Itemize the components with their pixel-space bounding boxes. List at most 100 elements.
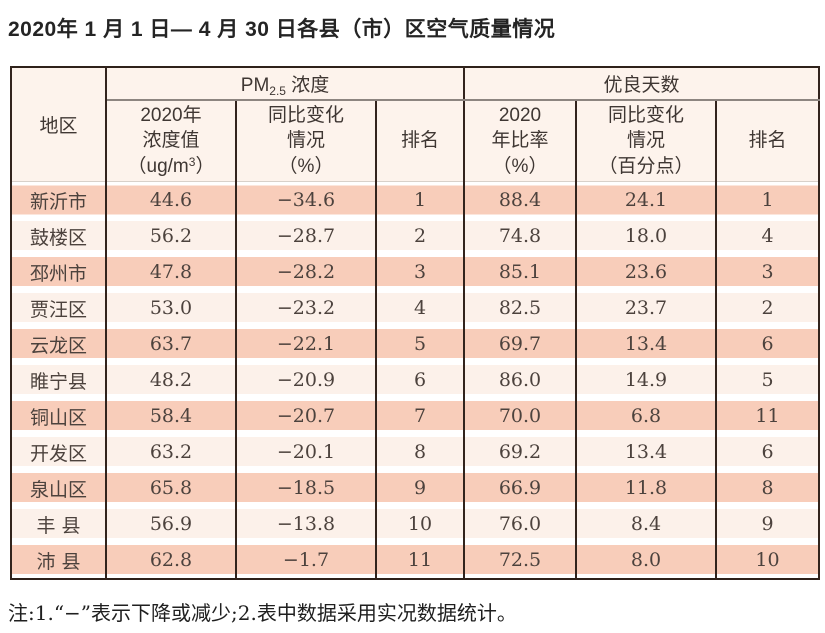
header-pm-rank: 排名 <box>375 100 465 182</box>
pm-rank-cell: 8 <box>375 434 465 470</box>
pm-change-cell: −20.1 <box>235 434 377 470</box>
header-sub-row: 2020年 浓度值 （ug/m3） 同比变化 情况 （%） 排名 2020 年比… <box>11 100 821 182</box>
pm-change-cell: −22.1 <box>235 326 377 362</box>
region-cell: 邳州市 <box>10 254 107 290</box>
table-row: 新沂市 44.6 −34.6 1 88.4 24.1 1 <box>10 181 821 218</box>
header-group-row: 地区 PM2.5 浓度 优良天数 <box>10 67 821 182</box>
concentration-cell: 62.8 <box>105 542 237 579</box>
days-change-cell: 11.8 <box>575 470 717 506</box>
table-row: 鼓楼区 56.2 −28.7 2 74.8 18.0 4 <box>10 218 821 254</box>
concentration-cell: 44.6 <box>105 181 237 218</box>
pm-rank-cell: 11 <box>375 542 465 579</box>
concentration-header-unit-sup: 3 <box>188 154 196 169</box>
concentration-header-unit-close: ） <box>195 155 215 177</box>
ratio-header-line2: 年比率 <box>491 130 549 152</box>
header-2020-concentration: 2020年 浓度值 （ug/m3） <box>105 100 237 182</box>
pm-rank-cell: 7 <box>375 398 465 434</box>
region-cell: 睢宁县 <box>10 362 107 398</box>
pm-change-cell: −20.7 <box>235 398 377 434</box>
region-cell: 沛 县 <box>10 542 107 579</box>
ratio-cell: 69.2 <box>463 434 577 470</box>
days-change-header-line1: 同比变化 <box>607 105 684 127</box>
header-pm-yoy-change: 同比变化 情况 （%） <box>235 100 377 182</box>
days-change-cell: 8.0 <box>575 542 717 579</box>
table-row: 睢宁县 48.2 −20.9 6 86.0 14.9 5 <box>10 362 821 398</box>
days-rank-cell: 6 <box>714 434 821 470</box>
days-rank-cell: 5 <box>714 362 821 398</box>
table-row: 丰 县 56.9 −13.8 10 76.0 8.4 9 <box>10 506 821 542</box>
header-good-days-group: 优良天数 <box>462 67 821 101</box>
table-row: 云龙区 63.7 −22.1 5 69.7 13.4 6 <box>10 326 821 362</box>
pm-change-cell: −13.8 <box>235 506 377 542</box>
header-pm25-group: PM2.5 浓度 <box>105 67 465 101</box>
region-cell: 铜山区 <box>10 398 107 434</box>
table-row: 沛 县 62.8 −1.7 11 72.5 8.0 10 <box>10 542 821 579</box>
days-rank-cell: 3 <box>714 254 821 290</box>
table-header: 地区 PM2.5 浓度 优良天数 2020年 浓度值 （ug/m3） 同比变化 … <box>10 67 821 182</box>
concentration-header-line1: 2020年 <box>140 105 202 127</box>
pm-change-cell: −28.2 <box>235 254 377 290</box>
concentration-cell: 56.9 <box>105 506 237 542</box>
region-cell: 泉山区 <box>10 470 107 506</box>
pm-rank-cell: 2 <box>375 218 465 254</box>
ratio-cell: 69.7 <box>463 326 577 362</box>
table-body: 新沂市 44.6 −34.6 1 88.4 24.1 1 鼓楼区 56.2 −28.7 2 74.8 1… <box>10 181 821 579</box>
air-quality-table: 地区 PM2.5 浓度 优良天数 2020年 浓度值 （ug/m3） 同比变化 … <box>10 66 821 580</box>
concentration-cell: 63.2 <box>105 434 237 470</box>
table-row: 泉山区 65.8 −18.5 9 66.9 11.8 8 <box>10 470 821 506</box>
table-row: 贾汪区 53.0 −23.2 4 82.5 23.7 2 <box>10 290 821 326</box>
concentration-cell: 53.0 <box>105 290 237 326</box>
ratio-header-line1: 2020 <box>498 105 542 127</box>
pm-rank-cell: 9 <box>375 470 465 506</box>
days-change-cell: 23.7 <box>575 290 717 326</box>
days-rank-cell: 2 <box>714 290 821 326</box>
ratio-header-line3: （%） <box>492 155 548 177</box>
ratio-cell: 88.4 <box>463 181 577 218</box>
concentration-header-line2: 浓度值 <box>142 130 200 152</box>
ratio-cell: 72.5 <box>463 542 577 579</box>
region-cell: 丰 县 <box>10 506 107 542</box>
days-change-header-line3: （百分点） <box>598 155 694 177</box>
days-change-cell: 18.0 <box>575 218 717 254</box>
pm-change-cell: −34.6 <box>235 181 377 218</box>
pm-rank-cell: 5 <box>375 326 465 362</box>
days-rank-cell: 10 <box>714 542 821 579</box>
pm-rank-cell: 4 <box>375 290 465 326</box>
header-region: 地区 <box>10 67 107 182</box>
days-rank-cell: 4 <box>714 218 821 254</box>
concentration-cell: 47.8 <box>105 254 237 290</box>
pm-change-cell: −20.9 <box>235 362 377 398</box>
table-row: 铜山区 58.4 −20.7 7 70.0 6.8 11 <box>10 398 821 434</box>
concentration-cell: 48.2 <box>105 362 237 398</box>
region-cell: 新沂市 <box>10 181 107 218</box>
table-row: 邳州市 47.8 −28.2 3 85.1 23.6 3 <box>10 254 821 290</box>
region-cell: 鼓楼区 <box>10 218 107 254</box>
footnote: 注:1.“−”表示下降或减少;2.表中数据采用实况数据统计。 <box>8 601 517 625</box>
ratio-cell: 76.0 <box>463 506 577 542</box>
ratio-cell: 74.8 <box>463 218 577 254</box>
concentration-cell: 63.7 <box>105 326 237 362</box>
pm-label-suffix: 浓度 <box>285 74 330 96</box>
days-change-cell: 6.8 <box>575 398 717 434</box>
pm-label-subscript: 2.5 <box>269 83 286 98</box>
ratio-cell: 86.0 <box>463 362 577 398</box>
pm-label-prefix: PM <box>240 74 270 96</box>
table-row: 开发区 63.2 −20.1 8 69.2 13.4 6 <box>10 434 821 470</box>
days-rank-cell: 1 <box>714 181 821 218</box>
header-days-rank: 排名 <box>714 100 821 182</box>
concentration-cell: 58.4 <box>105 398 237 434</box>
pm-change-cell: −28.7 <box>235 218 377 254</box>
days-change-cell: 13.4 <box>575 326 717 362</box>
pm-change-cell: −1.7 <box>235 542 377 579</box>
pm-change-header-line3: （%） <box>278 155 334 177</box>
pm-rank-cell: 3 <box>375 254 465 290</box>
header-days-yoy-change: 同比变化 情况 （百分点） <box>575 100 717 182</box>
page-title: 2020年 1 月 1 日— 4 月 30 日各县（市）区空气质量情况 <box>8 18 556 41</box>
ratio-cell: 85.1 <box>463 254 577 290</box>
region-cell: 贾汪区 <box>10 290 107 326</box>
region-cell: 云龙区 <box>10 326 107 362</box>
days-rank-cell: 11 <box>714 398 821 434</box>
pm-rank-cell: 10 <box>375 506 465 542</box>
days-rank-cell: 9 <box>714 506 821 542</box>
pm-change-header-line2: 情况 <box>286 130 325 152</box>
